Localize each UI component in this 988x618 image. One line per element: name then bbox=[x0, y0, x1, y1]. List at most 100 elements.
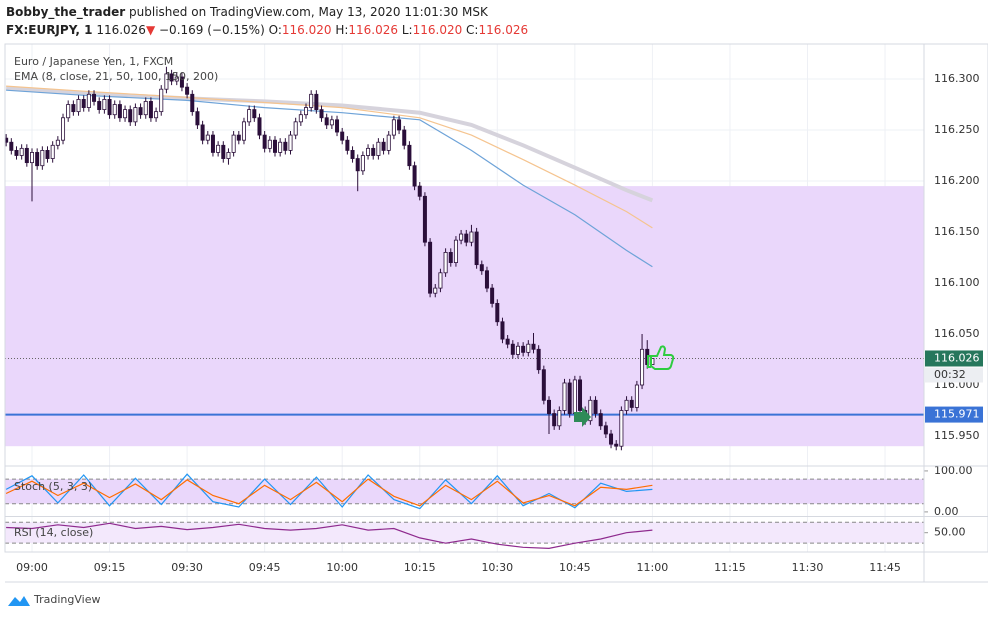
symbol: FX:EURJPY, 1 bbox=[6, 23, 92, 37]
candle-body bbox=[76, 99, 81, 113]
candle-body bbox=[417, 185, 422, 197]
candle-body bbox=[397, 119, 402, 131]
candle-body bbox=[495, 302, 500, 323]
y-tick-label: 50.00 bbox=[934, 526, 966, 539]
rsi-line bbox=[6, 522, 653, 550]
candle-body bbox=[14, 149, 19, 156]
candle-body bbox=[557, 410, 562, 427]
header-line-2: FX:EURJPY, 1 116.026▼ −0.169 (−0.15%) O:… bbox=[6, 23, 528, 37]
candle-body bbox=[133, 107, 138, 123]
candle-body bbox=[92, 93, 97, 102]
candle-body bbox=[107, 99, 112, 116]
candle-body bbox=[314, 93, 319, 111]
arrow: ▼ bbox=[146, 23, 156, 37]
candle-body bbox=[298, 114, 303, 123]
candle-body bbox=[629, 399, 634, 408]
candle-body bbox=[309, 93, 314, 108]
candle-body bbox=[66, 104, 71, 119]
candle-body bbox=[241, 121, 246, 141]
chart-frame bbox=[4, 43, 988, 553]
y-tick-label: 115.950 bbox=[934, 429, 980, 442]
candle-body bbox=[216, 144, 221, 153]
candle-body bbox=[505, 338, 510, 345]
candle-body bbox=[567, 382, 572, 414]
candle-body bbox=[366, 147, 371, 156]
candle-body bbox=[335, 119, 340, 133]
candle-body bbox=[510, 343, 515, 355]
level-label-box bbox=[925, 406, 983, 423]
candle-body bbox=[252, 109, 257, 119]
candle-body bbox=[231, 134, 236, 153]
last-price-label: 116.026 bbox=[934, 351, 980, 364]
candle-body bbox=[541, 369, 546, 401]
candle-body bbox=[619, 410, 624, 447]
candle-body bbox=[402, 129, 407, 146]
candle-body bbox=[469, 231, 474, 243]
level-label: 115.971 bbox=[934, 408, 980, 421]
candle-body bbox=[86, 93, 91, 108]
candle-body bbox=[159, 88, 164, 113]
candle-body bbox=[71, 104, 76, 113]
l-label: L: bbox=[402, 23, 413, 37]
candle-body bbox=[412, 165, 417, 187]
candle-body bbox=[9, 141, 14, 151]
candle-body bbox=[350, 149, 355, 159]
candle-body bbox=[329, 119, 334, 126]
candle-body bbox=[500, 321, 505, 340]
candle-body bbox=[609, 433, 614, 445]
candle-body bbox=[45, 149, 50, 159]
stoch-label: Stoch (5, 3, 3) bbox=[14, 480, 92, 493]
header-line-1: Bobby_the_trader published on TradingVie… bbox=[6, 5, 489, 20]
candle-body bbox=[624, 399, 629, 411]
l: 116.020 bbox=[413, 23, 463, 37]
candle-body bbox=[515, 345, 520, 355]
candle-body bbox=[257, 117, 262, 136]
candle-body bbox=[117, 104, 122, 119]
candle-body bbox=[226, 152, 231, 159]
candle-body bbox=[459, 233, 464, 241]
x-tick-label: 09:00 bbox=[16, 561, 48, 574]
arrow-icon bbox=[574, 407, 591, 427]
candle-body bbox=[355, 158, 360, 172]
candle-body bbox=[97, 101, 102, 111]
candle-body bbox=[371, 147, 376, 156]
candle-body bbox=[278, 141, 283, 153]
candle-body bbox=[474, 231, 479, 266]
candle-body bbox=[304, 107, 309, 116]
published: published on TradingView.com, May 13, 20… bbox=[129, 5, 489, 19]
candle-body bbox=[267, 139, 272, 149]
x-tick-label: 11:30 bbox=[792, 561, 824, 574]
candle-body bbox=[128, 109, 133, 123]
candle-body bbox=[200, 124, 205, 141]
candle-body bbox=[490, 287, 495, 304]
x-tick-label: 11:45 bbox=[869, 561, 901, 574]
x-tick-label: 09:30 bbox=[171, 561, 203, 574]
c-label: C: bbox=[466, 23, 478, 37]
candle-body bbox=[345, 139, 350, 151]
candle-body bbox=[247, 109, 252, 123]
o: 116.020 bbox=[282, 23, 332, 37]
candle-body bbox=[386, 134, 391, 151]
candle-body bbox=[185, 86, 190, 95]
candle-body bbox=[526, 343, 531, 353]
h-label: H: bbox=[335, 23, 348, 37]
y-tick-label: 100.00 bbox=[934, 464, 973, 477]
x-tick-label: 10:30 bbox=[481, 561, 513, 574]
countdown-box bbox=[925, 367, 983, 383]
candle-body bbox=[190, 93, 195, 113]
candle-body bbox=[428, 241, 433, 294]
axes: 09:00 09:15 09:30 09:45 10:00 10:15 10:30 10:45… bbox=[16, 72, 983, 574]
candle-body bbox=[614, 443, 619, 447]
candle-body bbox=[179, 76, 184, 88]
y-tick-label: 0.00 bbox=[934, 505, 959, 518]
candle-body bbox=[407, 144, 412, 167]
candle-body bbox=[634, 384, 639, 408]
candle-body bbox=[174, 76, 179, 82]
candle-body bbox=[340, 131, 345, 141]
candle-body bbox=[572, 379, 577, 414]
candle-body bbox=[360, 155, 365, 172]
x-tick-label: 10:15 bbox=[404, 561, 436, 574]
candle-body bbox=[164, 73, 169, 90]
candle-body bbox=[433, 287, 438, 294]
candle-body bbox=[443, 251, 448, 274]
